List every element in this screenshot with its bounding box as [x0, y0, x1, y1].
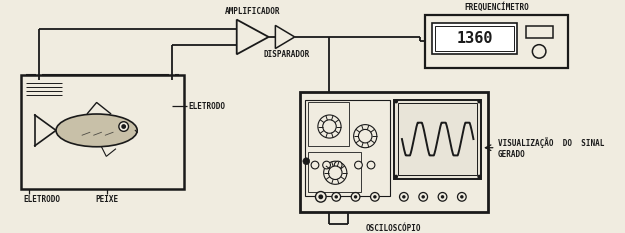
Circle shape: [441, 195, 444, 199]
Circle shape: [399, 192, 408, 201]
Circle shape: [316, 192, 326, 202]
Circle shape: [322, 161, 331, 169]
Circle shape: [421, 195, 425, 199]
Circle shape: [121, 124, 126, 129]
Bar: [299, 92, 488, 212]
Bar: [308, 103, 349, 146]
Bar: [432, 24, 517, 54]
Circle shape: [367, 161, 375, 169]
Text: DISPARADOR: DISPARADOR: [264, 50, 310, 59]
Circle shape: [478, 175, 481, 178]
Circle shape: [371, 192, 379, 201]
Circle shape: [351, 192, 360, 201]
Text: VISUALIZAÇÃO  DO  SINAL: VISUALIZAÇÃO DO SINAL: [498, 137, 604, 148]
Circle shape: [394, 99, 398, 103]
Circle shape: [322, 120, 336, 133]
Text: AMPLIFICADOR: AMPLIFICADOR: [225, 7, 281, 16]
Circle shape: [311, 161, 319, 169]
Circle shape: [303, 158, 309, 164]
Circle shape: [119, 122, 129, 131]
Text: GERADO: GERADO: [498, 150, 526, 159]
Circle shape: [532, 45, 546, 58]
Bar: [435, 26, 514, 51]
Text: OSCILOSCÓPIO: OSCILOSCÓPIO: [366, 224, 421, 233]
Circle shape: [332, 192, 341, 201]
Circle shape: [419, 192, 428, 201]
Text: 1360: 1360: [456, 31, 493, 46]
Polygon shape: [237, 20, 269, 54]
Circle shape: [329, 166, 342, 179]
Circle shape: [318, 115, 341, 138]
Bar: [308, 152, 361, 192]
Circle shape: [373, 195, 377, 199]
Circle shape: [324, 161, 347, 184]
Circle shape: [438, 192, 447, 201]
Circle shape: [354, 125, 377, 148]
Text: PEIXE: PEIXE: [96, 195, 119, 204]
Bar: [394, 99, 481, 178]
Circle shape: [394, 175, 398, 178]
Circle shape: [460, 195, 464, 199]
Ellipse shape: [56, 114, 138, 147]
Bar: [425, 15, 568, 68]
Circle shape: [478, 99, 481, 103]
Circle shape: [402, 195, 406, 199]
Circle shape: [318, 194, 323, 199]
Text: ELETRODO: ELETRODO: [188, 102, 226, 111]
Bar: [526, 26, 552, 38]
Circle shape: [458, 192, 466, 201]
Bar: [21, 75, 184, 189]
Circle shape: [334, 161, 342, 169]
Polygon shape: [276, 25, 295, 48]
Text: FREQUENCÍMETRO: FREQUENCÍMETRO: [464, 2, 529, 12]
Circle shape: [354, 195, 357, 199]
Circle shape: [354, 161, 362, 169]
Bar: [398, 103, 478, 175]
Circle shape: [359, 129, 372, 143]
Circle shape: [334, 195, 338, 199]
Bar: [306, 99, 391, 196]
Text: ELETRODO: ELETRODO: [23, 195, 60, 204]
